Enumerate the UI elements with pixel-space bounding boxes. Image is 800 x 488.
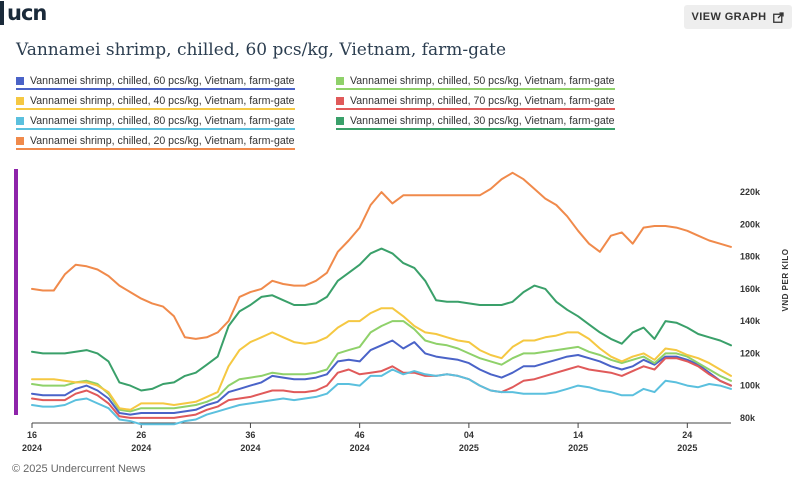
view-graph-button[interactable]: VIEW GRAPH bbox=[684, 5, 792, 29]
x-tick-label-year: 2024 bbox=[131, 443, 151, 453]
y-tick-label: 80k bbox=[740, 413, 756, 423]
period-highlight-bar bbox=[14, 169, 18, 415]
x-tick-label-week: 26 bbox=[136, 430, 146, 440]
legend-swatch bbox=[16, 77, 24, 85]
legend-swatch bbox=[16, 137, 24, 145]
y-tick-label: 200k bbox=[740, 219, 761, 229]
y-tick-label: 180k bbox=[740, 252, 761, 262]
legend-swatch bbox=[336, 77, 344, 85]
legend-item-vannamei-shrimp-chilled-40-pcs-kg-vietnam-farm-gate[interactable]: Vannamei shrimp, chilled, 40 pcs/kg, Vie… bbox=[16, 92, 326, 110]
series-line-vannamei-shrimp-chilled-50-pcs-kg-vietnam-farm-gate[interactable] bbox=[31, 320, 732, 413]
logo-bar bbox=[0, 1, 4, 25]
legend-item-vannamei-shrimp-chilled-30-pcs-kg-vietnam-farm-gate[interactable]: Vannamei shrimp, chilled, 30 pcs/kg, Vie… bbox=[336, 112, 646, 130]
legend-label: Vannamei shrimp, chilled, 50 pcs/kg, Vie… bbox=[350, 75, 615, 87]
y-tick-label: 160k bbox=[740, 284, 761, 294]
x-tick-label-year: 2025 bbox=[568, 443, 588, 453]
legend-item-vannamei-shrimp-chilled-70-pcs-kg-vietnam-farm-gate[interactable]: Vannamei shrimp, chilled, 70 pcs/kg, Vie… bbox=[336, 92, 646, 110]
view-graph-label: VIEW GRAPH bbox=[691, 11, 767, 23]
legend-label: Vannamei shrimp, chilled, 60 pcs/kg, Vie… bbox=[30, 75, 295, 87]
legend-label: Vannamei shrimp, chilled, 40 pcs/kg, Vie… bbox=[30, 95, 295, 107]
chart-title: Vannamei shrimp, chilled, 60 pcs/kg, Vie… bbox=[16, 40, 507, 60]
legend-label: Vannamei shrimp, chilled, 70 pcs/kg, Vie… bbox=[350, 95, 615, 107]
x-tick-label-year: 2024 bbox=[350, 443, 370, 453]
legend-underline bbox=[16, 88, 295, 90]
series-group bbox=[31, 171, 732, 426]
external-link-icon bbox=[773, 11, 785, 23]
x-tick-label-year: 2025 bbox=[459, 443, 479, 453]
legend-swatch bbox=[16, 117, 24, 125]
legend-item-vannamei-shrimp-chilled-80-pcs-kg-vietnam-farm-gate[interactable]: Vannamei shrimp, chilled, 80 pcs/kg, Vie… bbox=[16, 112, 326, 130]
x-tick-label-week: 16 bbox=[27, 430, 37, 440]
series-line-vannamei-shrimp-chilled-40-pcs-kg-vietnam-farm-gate[interactable] bbox=[31, 307, 732, 411]
legend-item-vannamei-shrimp-chilled-20-pcs-kg-vietnam-farm-gate[interactable]: Vannamei shrimp, chilled, 20 pcs/kg, Vie… bbox=[16, 132, 326, 150]
legend-item-vannamei-shrimp-chilled-60-pcs-kg-vietnam-farm-gate[interactable]: Vannamei shrimp, chilled, 60 pcs/kg, Vie… bbox=[16, 72, 326, 90]
legend-swatch bbox=[16, 97, 24, 105]
legend-underline bbox=[16, 148, 295, 150]
legend-underline bbox=[336, 88, 615, 90]
x-tick-label-year: 2024 bbox=[22, 443, 42, 453]
logo-text: ucn bbox=[7, 1, 47, 25]
legend-label: Vannamei shrimp, chilled, 30 pcs/kg, Vie… bbox=[350, 115, 615, 127]
x-tick-label-week: 36 bbox=[245, 430, 255, 440]
series-line-vannamei-shrimp-chilled-60-pcs-kg-vietnam-farm-gate[interactable] bbox=[31, 339, 732, 416]
y-axis-label: VND PER KILO bbox=[781, 249, 790, 312]
legend-underline bbox=[16, 128, 295, 130]
x-tick-label-week: 24 bbox=[682, 430, 692, 440]
x-tick-label-year: 2024 bbox=[240, 443, 260, 453]
legend-swatch bbox=[336, 117, 344, 125]
x-tick-label-week: 04 bbox=[464, 430, 474, 440]
series-line-vannamei-shrimp-chilled-80-pcs-kg-vietnam-farm-gate[interactable] bbox=[31, 368, 732, 426]
x-tick-label-week: 14 bbox=[573, 430, 583, 440]
copyright-footer: © 2025 Undercurrent News bbox=[12, 463, 146, 475]
series-line-vannamei-shrimp-chilled-20-pcs-kg-vietnam-farm-gate[interactable] bbox=[31, 171, 732, 340]
legend-item-vannamei-shrimp-chilled-50-pcs-kg-vietnam-farm-gate[interactable]: Vannamei shrimp, chilled, 50 pcs/kg, Vie… bbox=[336, 72, 646, 90]
series-line-vannamei-shrimp-chilled-30-pcs-kg-vietnam-farm-gate[interactable] bbox=[31, 247, 732, 392]
legend-label: Vannamei shrimp, chilled, 80 pcs/kg, Vie… bbox=[30, 115, 295, 127]
ucn-logo: ucn bbox=[0, 0, 47, 26]
legend-underline bbox=[336, 128, 615, 130]
x-tick-label-year: 2025 bbox=[677, 443, 697, 453]
y-tick-label: 120k bbox=[740, 348, 761, 358]
legend-swatch bbox=[336, 97, 344, 105]
legend-underline bbox=[336, 108, 615, 110]
legend-label: Vannamei shrimp, chilled, 20 pcs/kg, Vie… bbox=[30, 135, 295, 147]
x-tick-label-week: 46 bbox=[355, 430, 365, 440]
y-tick-label: 220k bbox=[740, 187, 761, 197]
y-tick-label: 140k bbox=[740, 316, 761, 326]
legend-underline bbox=[16, 108, 295, 110]
y-tick-label: 100k bbox=[740, 381, 761, 391]
series-line-vannamei-shrimp-chilled-70-pcs-kg-vietnam-farm-gate[interactable] bbox=[31, 357, 732, 419]
